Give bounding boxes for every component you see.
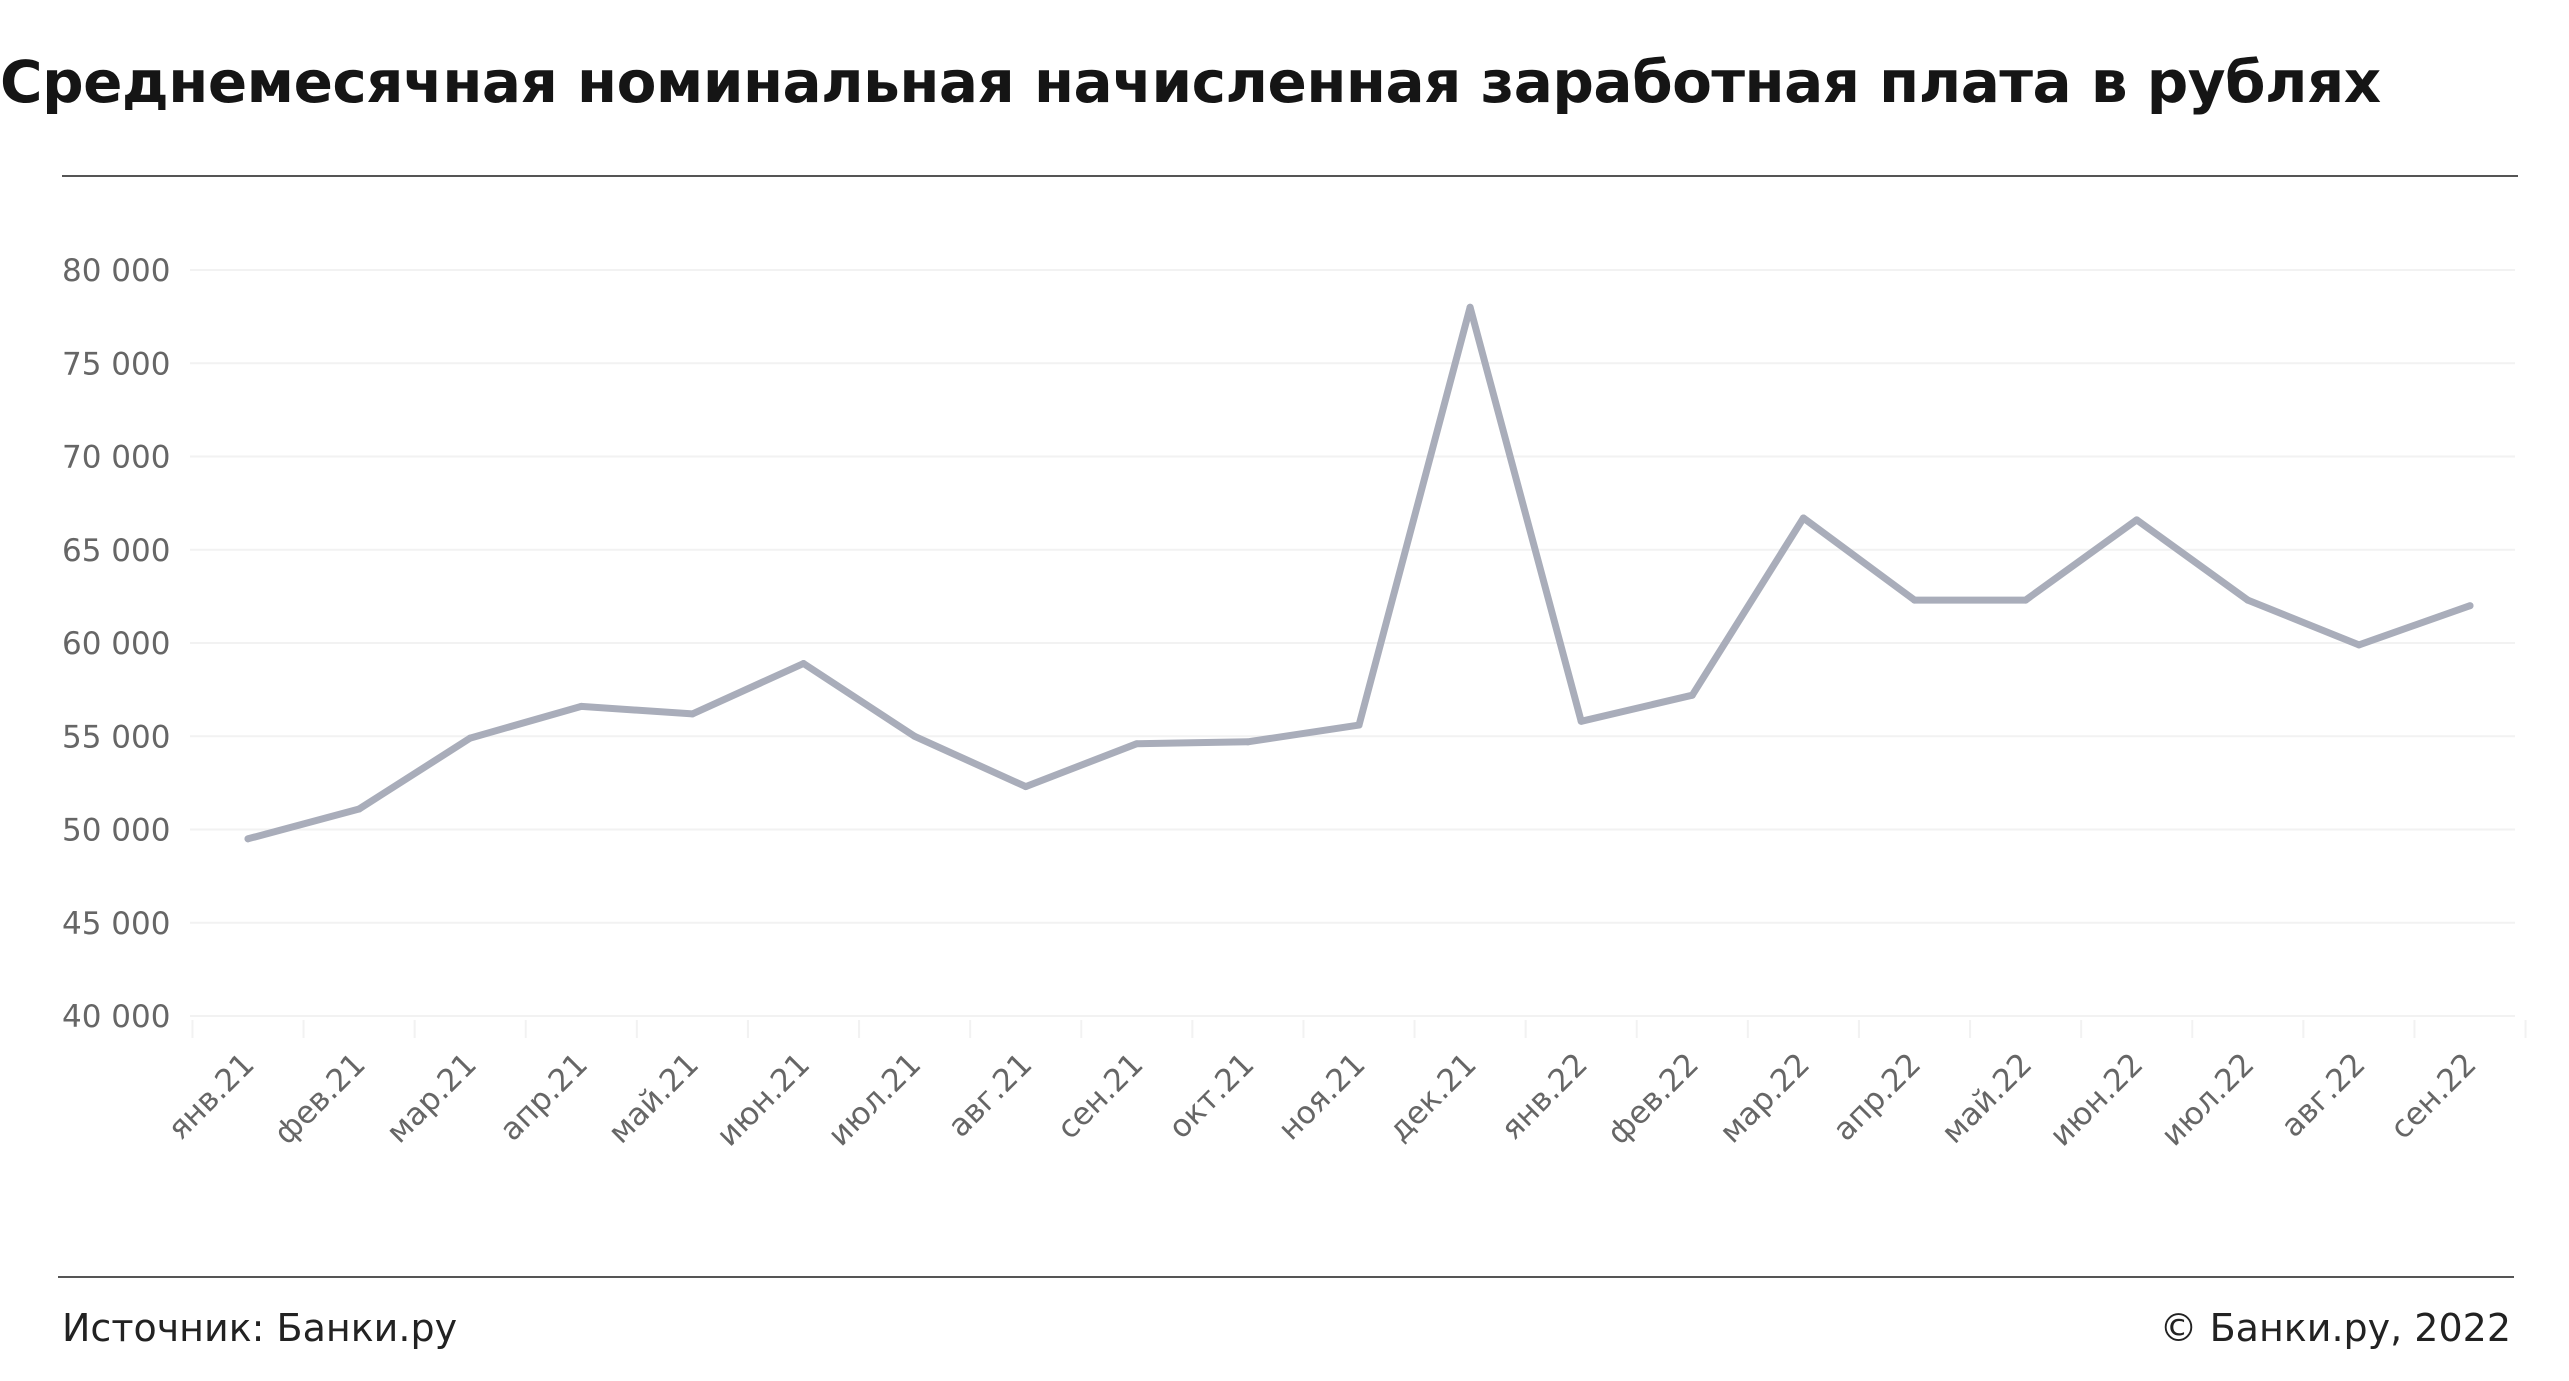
data-point (577, 702, 585, 710)
chart-title: Среднемесячная номинальная начисленная з… (0, 48, 2381, 116)
data-point (911, 732, 919, 740)
y-tick-label: 50 000 (62, 813, 170, 849)
x-tick-label: май.22 (1935, 1046, 2040, 1151)
y-tick-label: 55 000 (62, 719, 170, 755)
data-point (1133, 740, 1141, 748)
x-tick-label: фев.22 (1600, 1046, 1705, 1151)
data-point (800, 660, 807, 668)
data-point (1022, 783, 1030, 791)
x-tick-label: окт.21 (1162, 1046, 1262, 1146)
x-tick-label: июн.22 (2043, 1046, 2150, 1153)
y-tick-label: 65 000 (62, 533, 170, 569)
x-axis-ticks: янв.21 фев.21 мар.21 апр.21 май.21 июн.21 июл.… (161, 1020, 2527, 1154)
x-tick-label: мар.21 (380, 1046, 484, 1150)
y-tick-label: 60 000 (62, 626, 170, 662)
series-line (244, 303, 2474, 843)
bottom-divider (58, 1276, 2514, 1278)
data-point (355, 805, 363, 813)
data-point (2244, 596, 2252, 604)
x-tick-label: авг.21 (941, 1046, 1039, 1144)
data-point (1688, 691, 1696, 699)
data-point (1911, 596, 1918, 604)
x-tick-label: июл.22 (2154, 1046, 2261, 1153)
series-layer (244, 303, 2474, 843)
x-tick-label: янв.22 (1494, 1046, 1595, 1147)
data-point (2355, 641, 2363, 649)
y-tick-label: 45 000 (62, 906, 170, 942)
x-tick-label: сен.22 (2383, 1046, 2483, 1146)
data-point (244, 835, 252, 843)
x-tick-label: апр.22 (1826, 1046, 1928, 1148)
data-point (2466, 602, 2474, 610)
x-tick-label: ноя.21 (1271, 1046, 1372, 1147)
copyright-note: © Банки.ру, 2022 (2159, 1306, 2511, 1350)
data-point (2133, 516, 2141, 524)
x-tick-label: дек.21 (1382, 1046, 1484, 1148)
x-tick-label: май.21 (602, 1046, 707, 1151)
y-tick-label: 40 000 (62, 999, 170, 1035)
x-tick-label: июл.21 (821, 1046, 928, 1153)
x-tick-label: июн.21 (710, 1046, 817, 1153)
data-point (1466, 303, 1474, 311)
data-point (1799, 514, 1807, 522)
data-point (466, 734, 474, 742)
y-axis-ticks: 40 000 45 000 50 000 55 000 60 000 65 000 70 0… (62, 253, 170, 1035)
top-divider (62, 175, 2518, 177)
grid-lines (190, 269, 2515, 1017)
x-tick-label: янв.21 (161, 1046, 262, 1147)
data-point (2022, 596, 2030, 604)
x-tick-label: фев.21 (267, 1046, 372, 1151)
x-tick-label: сен.21 (1050, 1046, 1150, 1146)
data-point (688, 710, 696, 718)
x-tick-label: апр.21 (493, 1046, 595, 1148)
data-point (1577, 717, 1585, 725)
data-point (1355, 721, 1363, 729)
x-tick-label: авг.22 (2274, 1046, 2372, 1144)
y-tick-label: 70 000 (62, 440, 170, 476)
x-tick-label: мар.22 (1713, 1046, 1817, 1150)
y-tick-label: 80 000 (62, 253, 170, 289)
y-tick-label: 75 000 (62, 346, 170, 382)
data-point (1244, 738, 1252, 746)
source-note: Источник: Банки.ру (62, 1306, 458, 1350)
